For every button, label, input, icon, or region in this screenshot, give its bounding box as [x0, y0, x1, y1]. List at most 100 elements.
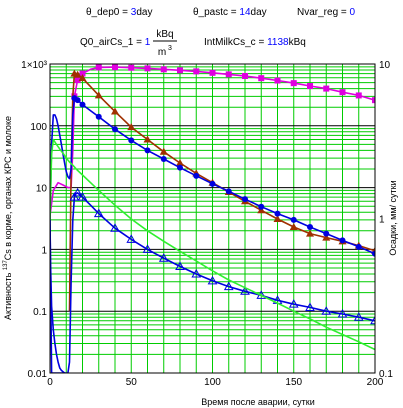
- y-axis-left-label-main: Cs в корме, органах КРС и молоке: [3, 116, 13, 260]
- marker-square: [242, 72, 248, 79]
- marker-square: [339, 89, 346, 96]
- marker-dot: [323, 230, 330, 237]
- unit-denominator: m: [158, 47, 166, 58]
- y-tick-label-left: 1: [41, 245, 47, 256]
- marker-dot: [290, 216, 297, 223]
- param-intmilkcs-c-name: IntMilkCs_c =: [204, 37, 267, 48]
- marker-triangle-open: [110, 223, 120, 232]
- param-theta-dep0-unit: day: [136, 7, 152, 18]
- marker-triangle: [78, 74, 87, 82]
- marker-square: [290, 80, 297, 87]
- y-tick-label-left: 0.01: [28, 369, 48, 380]
- marker-triangle: [143, 135, 152, 143]
- y-tick-label-right: 10: [379, 60, 391, 71]
- marker-dot: [307, 224, 313, 231]
- grid: [50, 64, 375, 373]
- marker-triangle: [289, 223, 298, 231]
- plot-frame: [49, 63, 376, 374]
- marker-dot: [160, 156, 167, 163]
- x-tick-label: 0: [47, 377, 53, 388]
- series-line-blue-5: [50, 219, 66, 373]
- marker-triangle: [273, 215, 282, 223]
- marker-square: [112, 64, 118, 71]
- marker-triangle-open: [337, 309, 348, 318]
- param-theta-dep0-name: θ_dep0 =: [86, 7, 131, 18]
- marker-square: [74, 77, 81, 84]
- marker-triangle: [94, 91, 103, 99]
- param-intmilkcs-c-value: 1138: [267, 37, 289, 48]
- marker-triangle-open: [207, 275, 218, 285]
- marker-dot: [112, 126, 118, 133]
- marker-triangle-open: [240, 286, 250, 295]
- y-axis-right-label: Осадки, мм/ сутки: [388, 180, 398, 255]
- marker-triangle-open: [93, 208, 104, 218]
- marker-square: [79, 70, 86, 77]
- marker-square: [209, 69, 216, 76]
- marker-dot: [355, 243, 362, 250]
- marker-dot: [209, 180, 216, 187]
- marker-triangle: [127, 123, 136, 131]
- y-axis-left-label: Активность 137Cs в корме, органах КРС и …: [3, 116, 13, 320]
- param-q0-aircs-1: Q0_airCs_1 = 1: [80, 37, 151, 48]
- y-axis-left-label-sup: 137: [3, 260, 9, 271]
- marker-square: [144, 65, 151, 72]
- marker-triangle: [257, 206, 266, 214]
- param-theta-dep0-value: 3: [131, 7, 137, 18]
- marker-square: [274, 77, 281, 84]
- marker-square: [177, 67, 183, 74]
- marker-dot: [372, 250, 375, 257]
- param-theta-pastc-unit: day: [251, 7, 267, 18]
- y-tick-label-right: 1: [379, 215, 385, 226]
- param-q0-aircs-1-value: 1: [145, 37, 151, 48]
- param-theta-pastc-value: 14: [239, 7, 251, 18]
- marker-square: [372, 97, 375, 104]
- marker-dot: [193, 172, 200, 179]
- y-tick-label-right: 0.1: [379, 369, 393, 380]
- x-tick-label: 100: [204, 377, 221, 388]
- marker-triangle-open: [158, 253, 169, 262]
- marker-triangle-open: [126, 234, 137, 243]
- marker-triangle-open: [321, 306, 332, 315]
- marker-triangle: [306, 229, 314, 237]
- marker-triangle-open: [288, 299, 299, 308]
- marker-dot: [258, 203, 265, 210]
- marker-dot: [144, 147, 151, 154]
- marker-square: [258, 75, 265, 82]
- y-tick-label-left: 1×10³: [21, 60, 48, 71]
- marker-dot: [339, 237, 346, 244]
- param-intmilkcs-c: IntMilkCs_c = 1138kBq: [204, 37, 306, 48]
- marker-square: [355, 92, 362, 99]
- marker-triangle-open: [223, 281, 234, 291]
- marker-triangle: [111, 107, 119, 115]
- marker-triangle-open: [353, 312, 364, 321]
- y-tick-label-left: 100: [30, 122, 47, 133]
- marker-square: [128, 64, 135, 71]
- tick-labels: 0 50 100 150 200 0.01 0.1 1 10 100 1×10³ 0.1 1 10: [21, 60, 393, 388]
- param-nvar-reg-value: 0: [350, 7, 356, 18]
- marker-square: [307, 83, 313, 90]
- marker-triangle-open: [305, 302, 315, 311]
- x-axis-label: Время после аварии, сутки: [201, 397, 315, 407]
- marker-dot: [79, 101, 86, 108]
- marker-dot: [225, 188, 232, 195]
- y-tick-label-left: 10: [36, 184, 48, 195]
- series-layer: [50, 64, 375, 373]
- unit-numerator: kBq: [156, 29, 173, 40]
- marker-triangle: [176, 159, 184, 167]
- series-line-green-4: [50, 138, 375, 351]
- header-line-1: θ_dep0 = 3day θ_pastc = 14day Nvar_reg =…: [86, 7, 356, 18]
- y-axis-left-label-pre: Активность: [3, 270, 13, 320]
- param-q0-aircs-1-name: Q0_airCs_1 =: [80, 37, 145, 48]
- marker-triangle-open: [72, 187, 83, 197]
- marker-square: [323, 85, 330, 92]
- unit-exponent: 3: [168, 45, 172, 52]
- marker-triangle: [322, 233, 331, 241]
- marker-dot: [274, 210, 281, 217]
- param-theta-pastc-name: θ_pastc =: [193, 7, 239, 18]
- marker-triangle-open: [142, 244, 153, 253]
- marker-triangle-open: [191, 268, 202, 278]
- marker-dot: [177, 164, 183, 171]
- x-tick-label: 200: [367, 377, 384, 388]
